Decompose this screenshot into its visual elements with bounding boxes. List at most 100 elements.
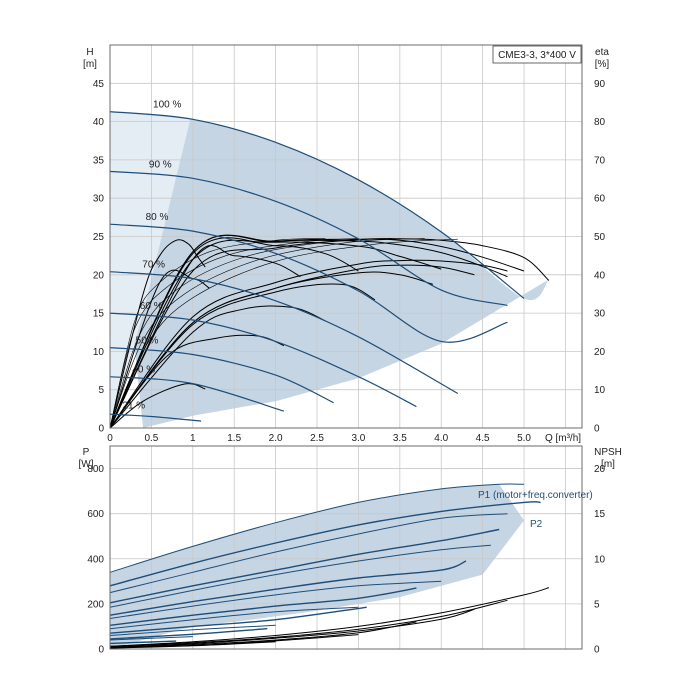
qh-left-axis-label: H bbox=[86, 47, 93, 58]
power-right-tick-label: 10 bbox=[594, 554, 606, 565]
power-grid bbox=[110, 446, 582, 649]
power-left-tick-label: 600 bbox=[87, 509, 104, 520]
npsh-curve bbox=[109, 608, 475, 648]
speed-curve-label: 40 % bbox=[132, 365, 155, 376]
speed-curve bbox=[109, 347, 334, 404]
qh-x-axis-label: Q [m³/h] bbox=[545, 433, 581, 444]
power-left-tick-label: 200 bbox=[87, 599, 104, 610]
speed-curve bbox=[109, 111, 525, 299]
eta-fan-curve bbox=[109, 238, 326, 429]
qh-x-tick-label: 3.5 bbox=[393, 433, 407, 444]
qh-right-axis-unit: [%] bbox=[595, 59, 610, 70]
qh-right-axis-label: eta bbox=[595, 47, 609, 58]
speed-curve bbox=[109, 376, 285, 412]
qh-left-tick-label: 10 bbox=[93, 347, 105, 358]
power-right-tick-label: 15 bbox=[594, 509, 606, 520]
qh-grid bbox=[110, 45, 582, 428]
p1-curve bbox=[109, 513, 508, 594]
speed-curve-label: 60 % bbox=[140, 301, 163, 312]
qh-left-tick-label: 45 bbox=[93, 79, 105, 90]
qh-right-tick-label: 10 bbox=[594, 385, 606, 396]
p1-curve bbox=[109, 580, 442, 619]
qh-curves: 100 % 90 % 80 % 70 % 60 % 50 % 40 % 21 % bbox=[109, 100, 550, 429]
power-right-axis-unit: [m] bbox=[601, 459, 615, 470]
qh-x-tick-label: 5.0 bbox=[517, 433, 531, 444]
legend-label: CME3-3, 3*400 V bbox=[498, 50, 576, 61]
speed-curve bbox=[109, 312, 417, 408]
eta-curve bbox=[109, 383, 206, 429]
qh-right-tick-label: 80 bbox=[594, 117, 606, 128]
eta-fan-curve bbox=[109, 238, 425, 429]
speed-curve bbox=[109, 413, 202, 422]
legend: CME3-3, 3*400 V bbox=[492, 45, 582, 64]
power-right-tick-label: 0 bbox=[594, 645, 600, 656]
qh-x-tick-label: 1.5 bbox=[227, 433, 241, 444]
npsh-curve bbox=[109, 587, 550, 647]
qh-left-axis-unit: [m] bbox=[83, 59, 97, 70]
qh-left-tick-label: 15 bbox=[93, 309, 105, 320]
power-left-tick-label: 400 bbox=[87, 554, 104, 565]
p2-curve-label: P2 bbox=[530, 519, 543, 530]
qh-left-tick-label: 35 bbox=[93, 155, 105, 166]
qh-x-tick-label: 0.5 bbox=[144, 433, 158, 444]
speed-curve bbox=[109, 271, 459, 395]
p2-curve bbox=[109, 560, 467, 616]
p2-curve bbox=[109, 501, 541, 587]
power-left-tick-label: 800 bbox=[87, 464, 104, 475]
p1-curve-label: P1 (motor+freq.converter) bbox=[478, 490, 593, 501]
qh-plot-frame bbox=[109, 44, 583, 429]
qh-right-tick-label: 90 bbox=[594, 79, 606, 90]
speed-curve-label: 21 % bbox=[122, 401, 145, 412]
qh-left-tick-label: 20 bbox=[93, 270, 105, 281]
power-left-axis-unit: [W] bbox=[79, 459, 94, 470]
qh-right-tick-label: 0 bbox=[594, 424, 600, 435]
qh-right-tick-label: 50 bbox=[594, 232, 606, 243]
npsh-curve bbox=[109, 599, 508, 647]
qh-x-tick-label: 1 bbox=[190, 433, 196, 444]
p2-curve bbox=[109, 528, 500, 604]
qh-x-tick-label: 4.5 bbox=[476, 433, 490, 444]
eta-curve bbox=[109, 237, 359, 429]
qh-right-tick-label: 40 bbox=[594, 270, 606, 281]
qh-x-tick-label: 0 bbox=[107, 433, 113, 444]
power-right-tick-label: 20 bbox=[594, 464, 606, 475]
qh-left-tick-label: 25 bbox=[93, 232, 105, 243]
qh-left-tick-label: 5 bbox=[98, 385, 104, 396]
p1-curve bbox=[109, 544, 491, 608]
p2-curve bbox=[109, 640, 177, 645]
qh-left-tick-label: 40 bbox=[93, 117, 105, 128]
power-ticks: 0 200 400 600 800 0 5 10 15 20 bbox=[87, 464, 605, 655]
npsh-curve bbox=[109, 621, 417, 648]
p2-curve bbox=[109, 606, 367, 634]
p1-curve bbox=[109, 483, 525, 573]
qh-x-tick-label: 2.0 bbox=[269, 433, 283, 444]
legend-frame bbox=[492, 45, 582, 64]
speed-curve bbox=[109, 170, 508, 306]
eta-curve bbox=[109, 259, 508, 429]
qh-right-tick-label: 30 bbox=[594, 309, 606, 320]
power-right-tick-label: 5 bbox=[594, 599, 600, 610]
speed-curve bbox=[109, 223, 508, 343]
p2-curve bbox=[109, 628, 268, 640]
qh-left-tick-label: 0 bbox=[98, 424, 104, 435]
power-left-tick-label: 0 bbox=[98, 645, 104, 656]
power-plot-frame bbox=[109, 445, 583, 650]
p1-curve bbox=[109, 636, 193, 641]
p1-curve bbox=[109, 606, 359, 630]
qh-right-tick-label: 70 bbox=[594, 155, 606, 166]
speed-curve-label: 80 % bbox=[146, 212, 169, 223]
eta-curve bbox=[109, 245, 301, 429]
speed-curve-label: 50 % bbox=[136, 336, 159, 347]
speed-curve-label: 70 % bbox=[142, 260, 165, 271]
p2-curve bbox=[109, 587, 417, 626]
eta-curve bbox=[109, 238, 550, 429]
p1-curve bbox=[109, 624, 276, 636]
power-curves bbox=[109, 483, 550, 649]
npsh-curve bbox=[109, 641, 276, 649]
qh-x-tick-label: 4.0 bbox=[434, 433, 448, 444]
eta-curve bbox=[109, 269, 210, 429]
power-right-axis-label: NPSH bbox=[594, 447, 622, 458]
speed-curve-label: 90 % bbox=[149, 159, 172, 170]
qh-x-tick-label: 3.0 bbox=[351, 433, 365, 444]
